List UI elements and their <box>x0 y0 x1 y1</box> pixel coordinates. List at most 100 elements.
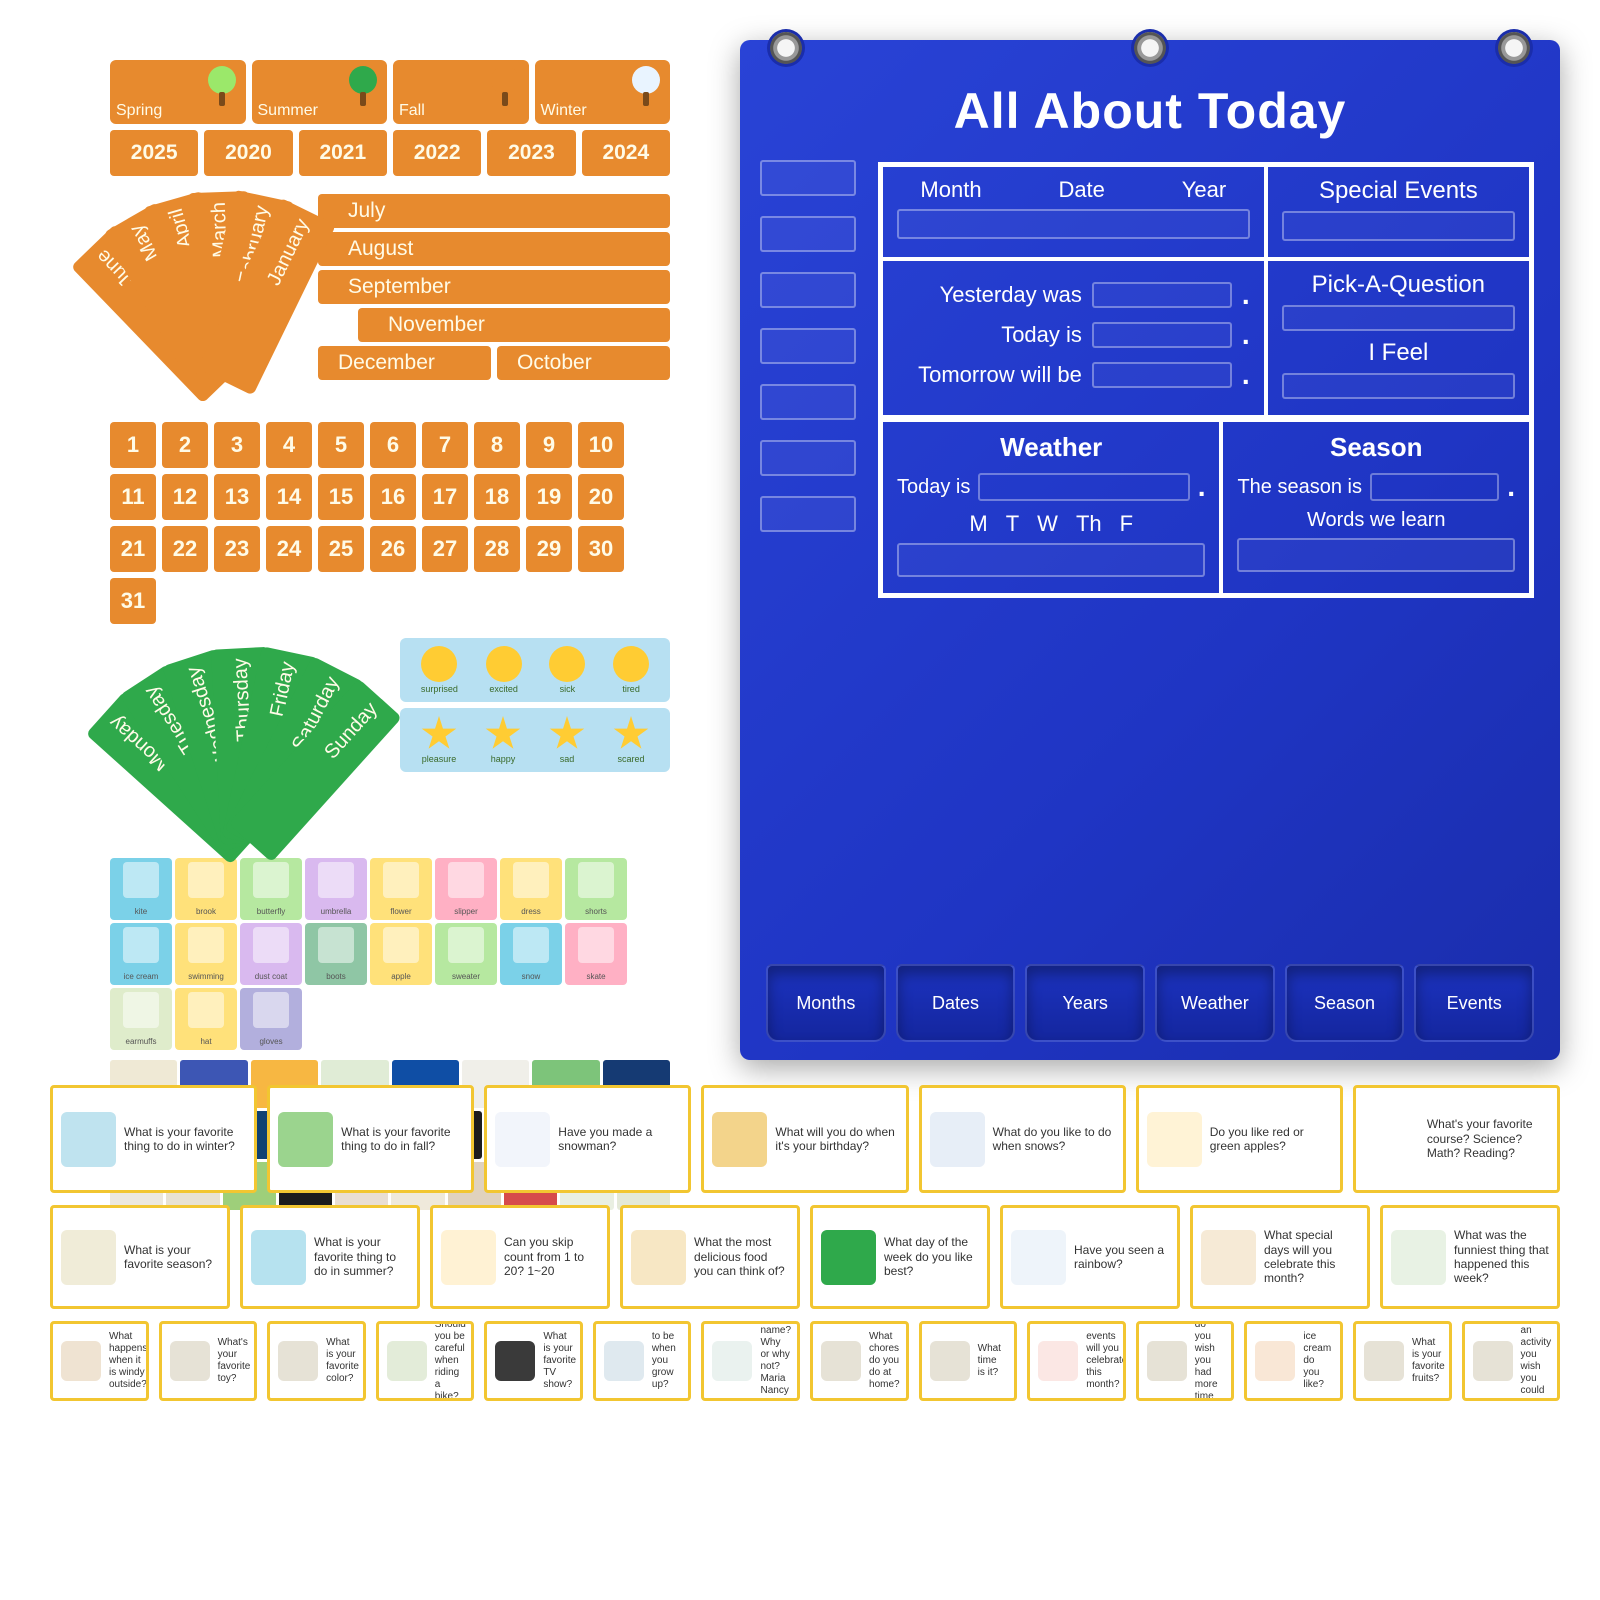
pocket-chart: All About Today Month Date Year Special … <box>740 40 1560 1060</box>
picture-card: hat <box>175 988 237 1050</box>
number-card: 25 <box>318 526 364 572</box>
number-card: 30 <box>578 526 624 572</box>
picture-card: brook <box>175 858 237 920</box>
picture-card: umbrella <box>305 858 367 920</box>
number-card: 18 <box>474 474 520 520</box>
number-card: 26 <box>370 526 416 572</box>
question-card: What's your favorite course? Science? Ma… <box>1353 1085 1560 1193</box>
number-card: 27 <box>422 526 468 572</box>
emoji-face: scared <box>613 716 649 764</box>
picture-card: slipper <box>435 858 497 920</box>
number-card: 6 <box>370 422 416 468</box>
year-card: 2021 <box>299 130 387 176</box>
slot[interactable] <box>1092 362 1232 388</box>
question-card: Do you like red or green apples? <box>1136 1085 1343 1193</box>
emoji-face: excited <box>486 646 522 694</box>
month-card: July <box>318 194 670 228</box>
label-year: Year <box>1182 177 1226 203</box>
label-pick: Pick-A-Question <box>1312 271 1485 299</box>
question-card: events will you celebrate this month? <box>1027 1321 1126 1401</box>
label-season-is: The season is <box>1237 476 1362 499</box>
slot[interactable] <box>1370 473 1499 501</box>
number-card: 17 <box>422 474 468 520</box>
grommet-icon <box>1134 32 1166 64</box>
number-card: 8 <box>474 422 520 468</box>
year-card: 2020 <box>204 130 292 176</box>
label-today: Today is <box>897 322 1082 348</box>
day-letter: T <box>1006 511 1019 537</box>
emoji-face: sick <box>549 646 585 694</box>
slot[interactable] <box>1092 282 1232 308</box>
number-card: 3 <box>214 422 260 468</box>
season-card: Spring <box>110 60 246 124</box>
cards-column: SpringSummerFallWinter 20252020202120222… <box>110 60 670 1210</box>
slot[interactable] <box>1092 322 1232 348</box>
chart-title: All About Today <box>766 82 1534 140</box>
number-card: 15 <box>318 474 364 520</box>
month-card: September <box>318 270 670 304</box>
storage-pocket[interactable]: Months <box>766 964 886 1042</box>
storage-pocket[interactable]: Years <box>1025 964 1145 1042</box>
storage-pocket[interactable]: Events <box>1414 964 1534 1042</box>
label-today-is: Today is <box>897 476 970 499</box>
label-special: Special Events <box>1319 177 1478 205</box>
emoji-face: sad <box>549 716 585 764</box>
number-card: 11 <box>110 474 156 520</box>
picture-card: apple <box>370 923 432 985</box>
picture-card: skate <box>565 923 627 985</box>
question-card: What the most delicious food you can thi… <box>620 1205 800 1309</box>
year-card: 2023 <box>487 130 575 176</box>
number-card: 1 <box>110 422 156 468</box>
cell-yesterday-today-tomorrow: Yesterday was. Today is. Tomorrow will b… <box>881 259 1266 417</box>
picture-card: shorts <box>565 858 627 920</box>
question-cards: What is your favorite thing to do in win… <box>50 1085 1560 1401</box>
question-card: ice cream do you like? <box>1244 1321 1343 1401</box>
grommet-icon <box>770 32 802 64</box>
month-card: October <box>497 346 670 380</box>
question-card: Have you made a snowman? <box>484 1085 691 1193</box>
number-card: 20 <box>578 474 624 520</box>
question-card: What chores do you do at home? <box>810 1321 909 1401</box>
question-card: Have you seen a rainbow? <box>1000 1205 1180 1309</box>
number-card: 7 <box>422 422 468 468</box>
picture-card: snow <box>500 923 562 985</box>
storage-pocket[interactable]: Weather <box>1155 964 1275 1042</box>
question-card: What is your favorite color? <box>267 1321 366 1401</box>
emoji-face: pleasure <box>421 716 457 764</box>
year-card: 2024 <box>582 130 670 176</box>
storage-pocket[interactable]: Season <box>1285 964 1405 1042</box>
label-words: Words we learn <box>1237 509 1515 532</box>
picture-card: dress <box>500 858 562 920</box>
season-card: Summer <box>252 60 388 124</box>
number-card: 29 <box>526 526 572 572</box>
question-card: What time is it? <box>919 1321 1018 1401</box>
label-feel: I Feel <box>1368 339 1428 367</box>
month-card: November <box>358 308 670 342</box>
slot[interactable] <box>978 473 1189 501</box>
year-card: 2025 <box>110 130 198 176</box>
question-card: What's an activity you wish you could tr… <box>1462 1321 1561 1401</box>
cell-special-events: Special Events <box>1266 165 1531 259</box>
label-weather: Weather <box>897 432 1205 463</box>
question-card: Can you skip count from 1 to 20? 1~20 <box>430 1205 610 1309</box>
day-letter: W <box>1037 511 1058 537</box>
label-season: Season <box>1237 432 1515 463</box>
day-letter: F <box>1120 511 1133 537</box>
number-card: 31 <box>110 578 156 624</box>
emoji-card-stars: pleasure happy sad scared <box>400 708 670 772</box>
month-card: August <box>318 232 670 266</box>
question-card: What is your favorite season? <box>50 1205 230 1309</box>
question-card: name? Why or why not? Maria Nancy <box>701 1321 800 1401</box>
number-card: 24 <box>266 526 312 572</box>
number-card: 5 <box>318 422 364 468</box>
storage-pocket[interactable]: Dates <box>896 964 1016 1042</box>
label-yesterday: Yesterday was <box>897 282 1082 308</box>
question-card: What is your favorite thing to do in sum… <box>240 1205 420 1309</box>
emoji-face: tired <box>613 646 649 694</box>
question-card: What day of the week do you like best? <box>810 1205 990 1309</box>
picture-card: flower <box>370 858 432 920</box>
emoji-face: happy <box>485 716 521 764</box>
number-card: 14 <box>266 474 312 520</box>
day-letter: Th <box>1076 511 1102 537</box>
number-card: 21 <box>110 526 156 572</box>
